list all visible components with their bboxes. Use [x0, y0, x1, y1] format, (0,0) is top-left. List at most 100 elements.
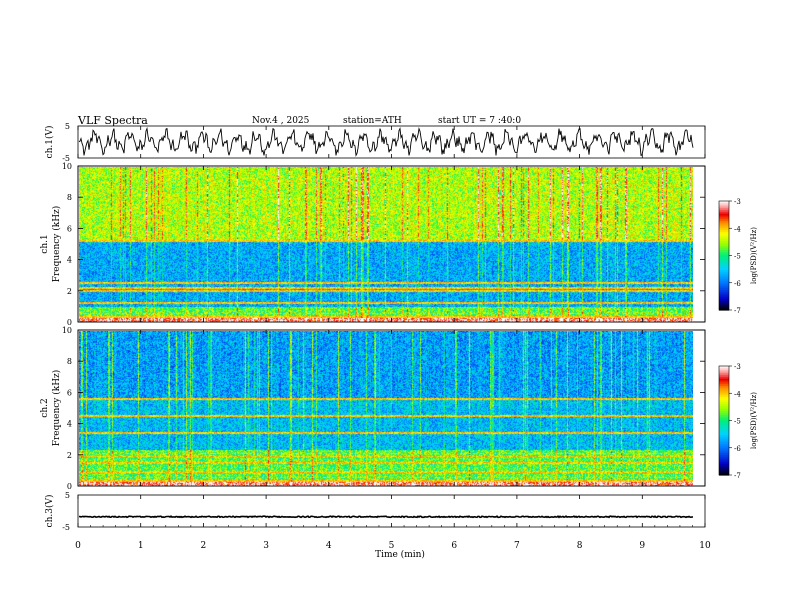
ch1-colorbar: -3 -4 -5 -6 -7 log(PSD)(V²/Hz)	[718, 198, 758, 315]
colorbar-swatch	[719, 389, 729, 393]
colorbar-swatch	[719, 378, 729, 382]
ch1-waveform-line	[78, 126, 694, 157]
colorbar-swatch	[719, 425, 729, 429]
colorbar-swatch	[719, 449, 729, 452]
colorbar-swatch	[719, 369, 729, 373]
time-tick-label: 9	[639, 541, 645, 551]
ch3-waveform-ylabel: ch.3(V)	[44, 495, 55, 528]
colorbar-swatch	[719, 277, 729, 280]
colorbar-swatch	[719, 382, 729, 385]
colorbar-swatch	[719, 264, 729, 267]
colorbar-swatch	[719, 228, 729, 231]
colorbar-swatch	[719, 220, 729, 224]
colorbar-swatch	[719, 242, 729, 246]
colorbar-swatch	[719, 211, 729, 215]
colorbar-swatch	[719, 306, 729, 309]
colorbar-swatch	[719, 371, 729, 374]
colorbar-swatch	[719, 251, 729, 255]
ch2-ytick-label: 0	[67, 482, 72, 491]
ch3-ytick-top: 5	[65, 491, 70, 500]
colorbar-swatch	[719, 442, 729, 445]
colorbar-swatch	[719, 407, 729, 411]
colorbar-tick-label: -7	[734, 307, 741, 315]
colorbar-swatch	[719, 422, 729, 425]
colorbar-swatch	[719, 286, 729, 289]
colorbar-swatch	[719, 300, 729, 304]
colorbar-swatch	[719, 244, 729, 248]
colorbar-swatch	[719, 262, 729, 266]
ch2-frequency-yticks: 0 2 4 6 8 10	[62, 326, 705, 491]
colorbar-swatch	[719, 293, 729, 297]
colorbar-tick-label: -5	[734, 418, 741, 426]
colorbar-swatch	[719, 235, 729, 238]
ch1-waveform-frame	[77, 125, 706, 159]
colorbar-swatch	[719, 411, 729, 414]
ch3-waveform-panel: ch.3(V) 5 -5	[44, 491, 706, 532]
colorbar-swatch	[719, 400, 729, 403]
colorbar-swatch	[719, 467, 729, 471]
colorbar-swatch	[719, 240, 729, 244]
ch2-ytick-label: 2	[67, 451, 72, 460]
ch1-waveform-panel: ch.1(V) 5 -5	[44, 122, 706, 163]
figure-title: VLF Spectra	[77, 114, 148, 127]
colorbar-tick-label: -3	[734, 363, 741, 371]
colorbar-swatch	[719, 380, 729, 383]
colorbar-swatch	[719, 436, 729, 440]
colorbar-swatch	[719, 431, 729, 434]
colorbar-swatch	[719, 288, 729, 291]
colorbar-swatch	[719, 210, 729, 213]
colorbar-swatch	[719, 204, 729, 208]
colorbar-swatch	[719, 393, 729, 396]
ch1-ytick-bottom: -5	[62, 154, 70, 163]
colorbar-swatch	[719, 416, 729, 420]
time-tick-label: 8	[577, 541, 583, 551]
colorbar-swatch	[719, 253, 729, 257]
colorbar-swatch	[719, 279, 729, 282]
colorbar-swatch	[719, 201, 729, 204]
ch2-ytick-label: 4	[67, 420, 72, 429]
colorbar-swatch	[719, 291, 729, 295]
colorbar-swatch	[719, 465, 729, 469]
colorbar-swatch	[719, 420, 729, 423]
colorbar-swatch	[719, 248, 729, 251]
colorbar-swatch	[719, 460, 729, 463]
colorbar-tick-label: -7	[734, 472, 741, 480]
time-tick-label: 7	[514, 541, 520, 551]
time-tick-label: 0	[75, 541, 81, 551]
colorbar-tick-label: -4	[734, 225, 741, 233]
colorbar-swatch	[719, 427, 729, 431]
colorbar-tick-label: -6	[734, 445, 741, 453]
colorbar-swatch	[719, 471, 729, 474]
colorbar-swatch	[719, 409, 729, 413]
colorbar-swatch	[719, 231, 729, 235]
ch1-ytick-label: 8	[67, 193, 72, 202]
colorbar-swatch	[719, 415, 729, 418]
colorbar-swatch	[719, 384, 729, 387]
station-label: station=ATH	[343, 116, 402, 126]
colorbar-swatch	[719, 473, 729, 476]
colorbar-swatch	[719, 366, 729, 369]
time-tick-label: 3	[263, 541, 269, 551]
colorbar-swatch	[719, 308, 729, 311]
colorbar-swatch	[719, 250, 729, 253]
ch1-frequency-ylabel: Frequency (kHz)	[51, 206, 62, 283]
time-axis-label: Time (min)	[375, 549, 425, 560]
colorbar-swatch	[719, 219, 729, 222]
colorbar-swatch	[719, 453, 729, 456]
colorbar-swatch	[719, 438, 729, 442]
colorbar-swatch	[719, 376, 729, 380]
colorbar-swatch	[719, 299, 729, 302]
colorbar-swatch	[719, 295, 729, 298]
colorbar-swatch	[719, 271, 729, 275]
colorbar-swatch	[719, 246, 729, 249]
colorbar-swatch	[719, 458, 729, 462]
colorbar-tick-label: -3	[734, 198, 741, 206]
colorbar-swatch	[719, 297, 729, 300]
colorbar-swatch	[719, 237, 729, 240]
colorbar-swatch	[719, 224, 729, 228]
time-tick-label: 6	[451, 541, 457, 551]
colorbar-swatch	[719, 213, 729, 217]
ch1-ytick-label: 0	[67, 318, 72, 327]
ch1-channel-label: ch.1	[40, 234, 50, 253]
ch2-frequency-ylabel: Frequency (kHz)	[51, 370, 62, 447]
